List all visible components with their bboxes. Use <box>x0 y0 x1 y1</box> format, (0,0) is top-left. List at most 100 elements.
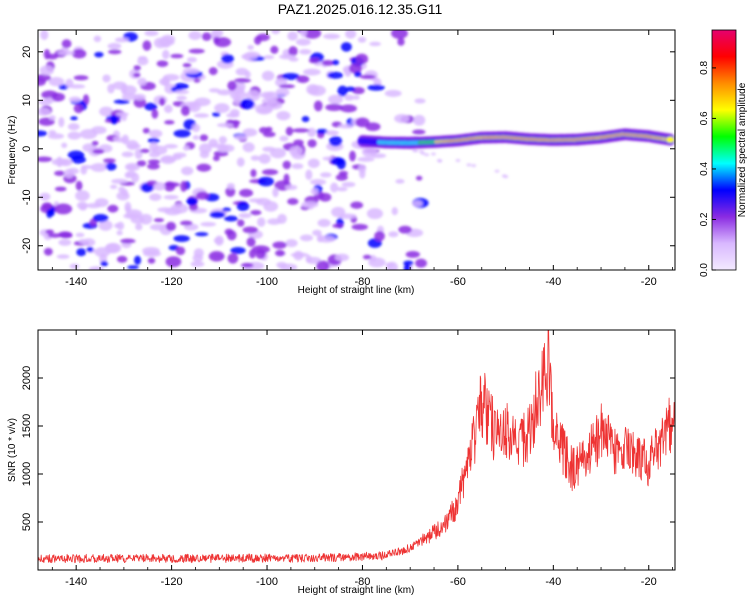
noise-blob <box>281 72 300 80</box>
noise-blob <box>151 109 159 119</box>
noise-blob <box>59 232 73 239</box>
noise-blob <box>334 253 350 262</box>
colorbar-frame <box>711 29 737 271</box>
noise-blob <box>365 122 381 132</box>
noise-blob <box>133 72 141 78</box>
noise-blob <box>153 218 165 223</box>
noise-blob <box>299 234 314 242</box>
noise-blob <box>233 94 242 105</box>
noise-blob <box>147 159 161 164</box>
noise-blob <box>152 145 168 155</box>
noise-blob <box>368 257 386 268</box>
noise-blob <box>99 106 114 117</box>
noise-blob <box>398 225 412 234</box>
noise-blob <box>345 30 357 39</box>
noise-blob <box>221 54 234 64</box>
noise-blob <box>94 198 109 207</box>
noise-blob <box>395 179 405 184</box>
noise-blob <box>391 207 398 216</box>
noise-blob <box>118 186 126 193</box>
noise-blob <box>45 229 54 235</box>
noise-blob <box>293 139 304 146</box>
noise-blob <box>61 39 72 49</box>
noise-blob <box>130 172 140 183</box>
noise-blob <box>362 254 372 260</box>
noise-blob <box>261 70 275 81</box>
noise-blob <box>142 40 152 51</box>
noise-blob <box>355 117 370 128</box>
noise-blob <box>180 105 190 116</box>
noise-blob <box>240 262 254 268</box>
noise-blob <box>258 127 269 134</box>
noise-blob <box>182 63 192 68</box>
noise-blob <box>313 100 323 112</box>
x-tick-label: -120 <box>161 576 183 588</box>
noise-blob <box>110 115 118 125</box>
noise-blob <box>236 157 245 167</box>
noise-blob <box>160 156 177 162</box>
noise-blob <box>214 103 230 113</box>
y-tick-label: -20 <box>21 238 33 254</box>
noise-blob <box>340 104 357 113</box>
colorbar-tick-label: 0.2 <box>699 212 710 226</box>
noise-blob <box>165 256 182 268</box>
noise-blob <box>76 201 88 210</box>
noise-blob <box>88 266 104 270</box>
spectrogram-x-ticks: -140 -120 -100 -80 -60 -40 -20 <box>51 30 674 288</box>
noise-blob <box>308 57 320 64</box>
noise-blob <box>70 116 78 121</box>
noise-blob <box>147 137 160 144</box>
figure-title: PAZ1.2025.016.12.35.G11 <box>278 1 443 17</box>
noise-blob <box>158 97 166 106</box>
noise-blob <box>291 163 304 170</box>
noise-blob <box>90 163 107 172</box>
noise-blob <box>92 149 105 154</box>
noise-blob <box>108 49 122 55</box>
spectrogram-ridge-layer <box>357 128 675 149</box>
noise-blob <box>111 178 128 184</box>
noise-blob <box>247 44 254 50</box>
noise-blob <box>61 142 68 149</box>
noise-blob <box>277 213 287 224</box>
noise-blob <box>116 230 123 236</box>
noise-blob <box>180 220 193 226</box>
noise-blob <box>71 48 87 59</box>
spectrogram-frame <box>37 29 676 271</box>
noise-blob <box>165 221 177 231</box>
noise-blob <box>330 182 339 193</box>
noise-blob <box>56 254 70 259</box>
noise-blob <box>43 247 53 256</box>
noise-blob <box>211 30 224 38</box>
noise-blob <box>279 84 296 89</box>
noise-blob <box>212 112 221 117</box>
noise-blob <box>244 70 251 79</box>
noise-blob <box>114 37 129 43</box>
noise-blob <box>349 150 356 162</box>
noise-blob <box>48 115 56 121</box>
noise-blob <box>288 46 298 57</box>
noise-blob <box>133 65 141 71</box>
noise-blob <box>261 98 278 104</box>
noise-blob <box>82 143 97 153</box>
noise-blob <box>345 86 356 92</box>
y-tick-label: -10 <box>21 189 33 205</box>
noise-blob <box>170 203 189 214</box>
noise-blob <box>317 218 331 228</box>
noise-blob <box>293 250 304 261</box>
noise-blob <box>137 56 148 61</box>
noise-blob <box>257 176 275 187</box>
noise-blob <box>116 221 125 231</box>
noise-blob <box>38 130 48 137</box>
noise-blob <box>121 85 137 96</box>
noise-blob <box>328 94 344 105</box>
noise-blob <box>303 68 321 76</box>
noise-blob <box>275 87 290 97</box>
noise-blob <box>232 120 240 129</box>
noise-blob <box>397 37 405 46</box>
noise-blob <box>51 92 66 102</box>
snr-y-ticks: 500 1000 1500 2000 <box>21 366 675 531</box>
noise-blob <box>102 74 111 83</box>
noise-blob <box>182 145 190 151</box>
noise-blob <box>285 239 298 248</box>
